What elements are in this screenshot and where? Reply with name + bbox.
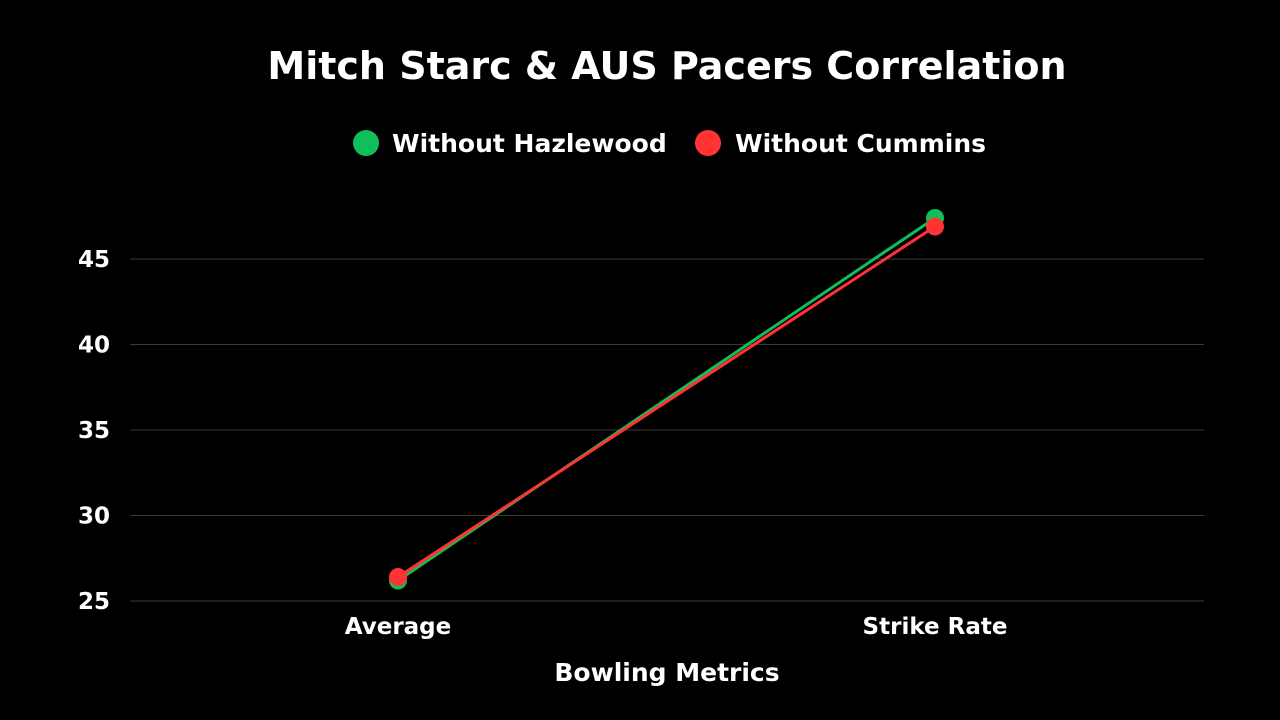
chart-title: Mitch Starc & AUS Pacers Correlation — [267, 44, 1066, 88]
data-point-without-cummins — [389, 568, 407, 587]
data-point-without-cummins — [926, 217, 944, 236]
gridlines — [130, 258, 1204, 602]
x-axis-ticks: Average Strike Rate — [345, 614, 1008, 640]
series-line-without-cummins — [397, 225, 936, 579]
x-axis-title: Bowling Metrics — [554, 658, 779, 687]
legend-marker-without-hazlewood — [353, 130, 379, 156]
y-tick-label: 45 — [78, 247, 110, 273]
y-tick-label: 30 — [78, 504, 110, 530]
legend: Without Hazlewood Without Cummins — [353, 129, 986, 158]
y-tick-label: 25 — [78, 589, 110, 615]
y-tick-label: 35 — [78, 418, 110, 444]
legend-label-without-cummins: Without Cummins — [735, 129, 986, 158]
x-tick-label: Average — [345, 614, 452, 640]
legend-marker-without-cummins — [695, 130, 721, 156]
y-axis-ticks: 25 30 35 40 45 — [78, 247, 110, 615]
y-tick-label: 40 — [78, 333, 110, 359]
x-tick-label: Strike Rate — [863, 614, 1008, 640]
legend-label-without-hazlewood: Without Hazlewood — [392, 129, 667, 158]
series-layer — [389, 208, 944, 590]
